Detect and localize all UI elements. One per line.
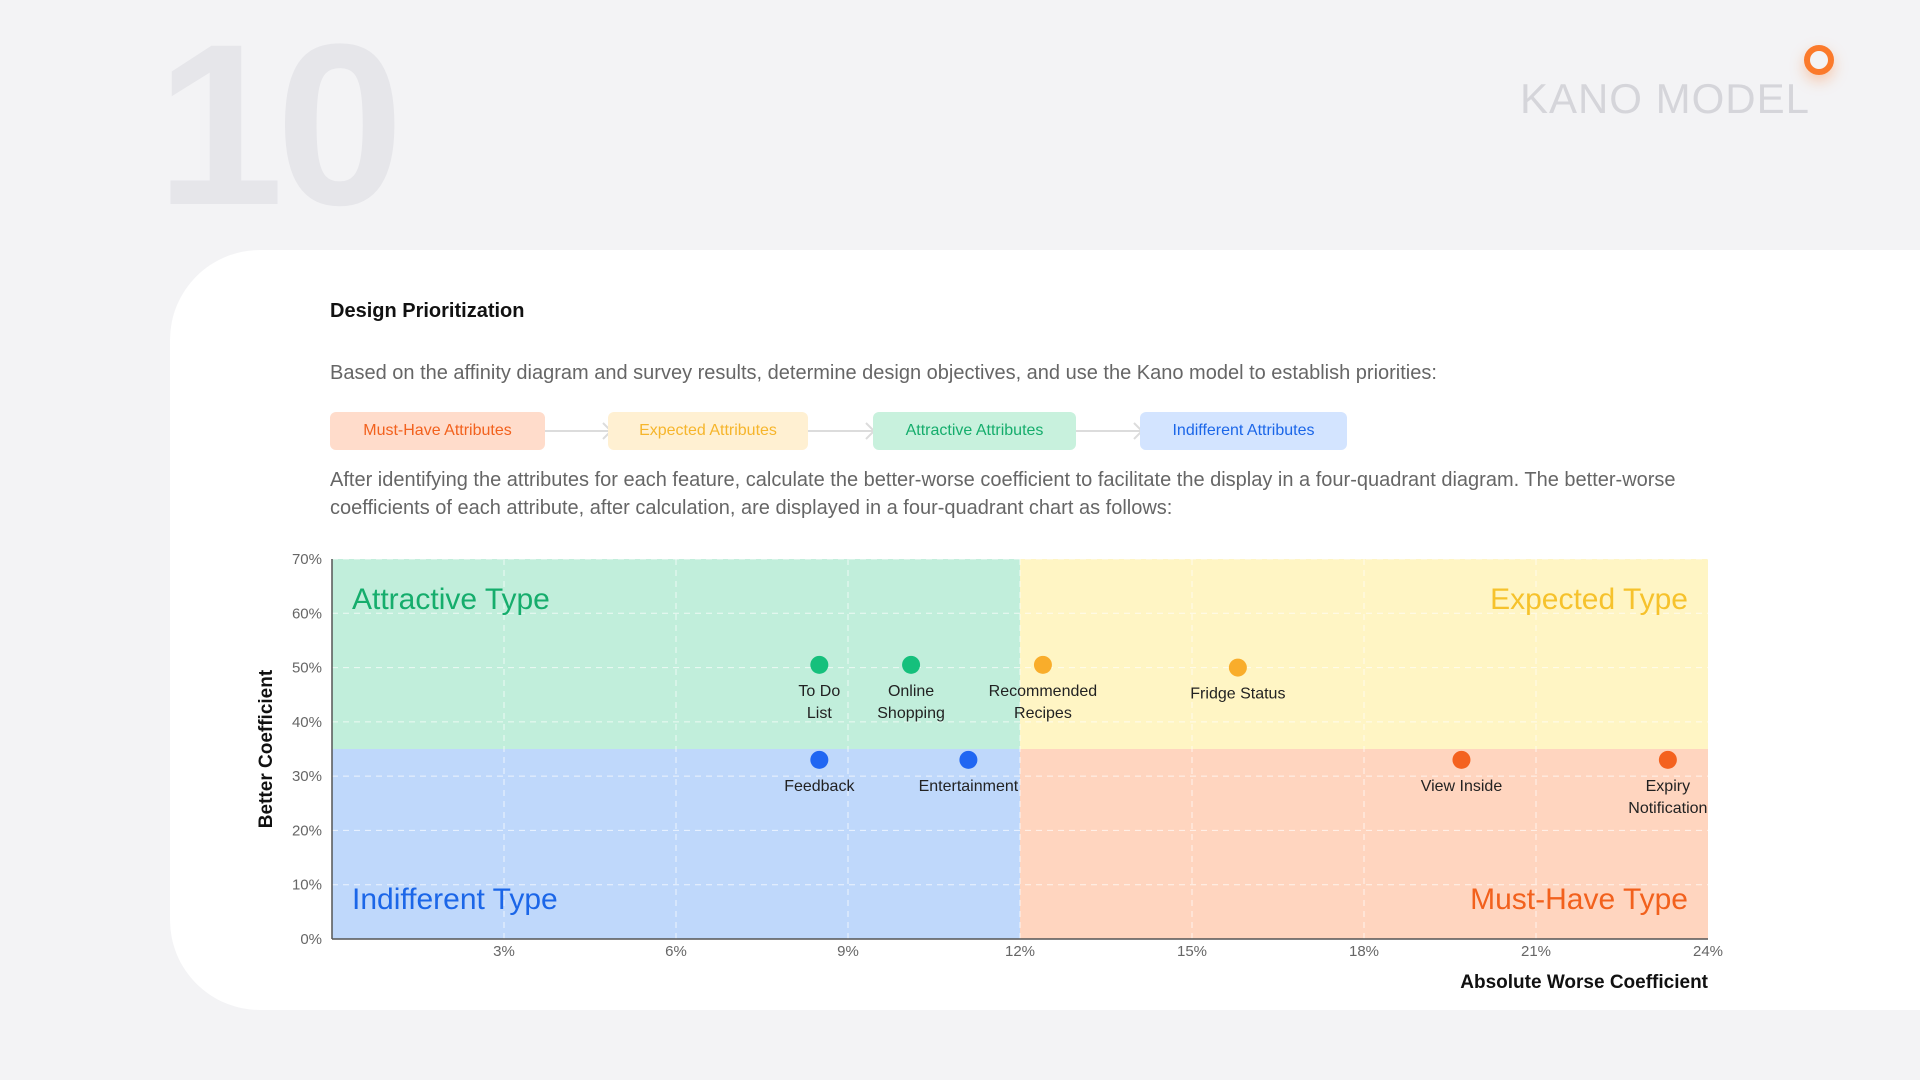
x-tick-label: 9% <box>837 943 859 960</box>
data-point <box>810 655 829 674</box>
y-tick-label: 0% <box>300 931 322 948</box>
quadrant-label: Indifferent Type <box>352 883 558 916</box>
y-tick-label: 60% <box>292 605 322 622</box>
data-point <box>1228 658 1247 677</box>
data-point <box>810 750 829 769</box>
flow-pill-expected: Expected Attributes <box>608 412 808 450</box>
explanation-text: After identifying the attributes for eac… <box>330 469 1676 519</box>
data-point-label: To Do List <box>798 683 840 722</box>
data-point-label: View Inside <box>1421 778 1503 795</box>
flow-pill-indifferent: Indifferent Attributes <box>1140 412 1347 450</box>
page-number: 10 <box>156 0 404 253</box>
y-tick-label: 10% <box>292 877 322 894</box>
y-axis-title: Better Coefficient <box>256 669 277 828</box>
flow-pill-attractive: Attractive Attributes <box>873 412 1076 450</box>
data-point-label: Fridge Status <box>1190 686 1285 703</box>
data-point-label: Expiry Notification <box>1628 778 1707 817</box>
flow-pill-must-have: Must-Have Attributes <box>330 412 545 450</box>
quadrant-label: Must-Have Type <box>1470 883 1688 916</box>
data-point <box>1658 750 1677 769</box>
x-tick-label: 6% <box>665 943 687 960</box>
y-tick-label: 40% <box>292 714 322 731</box>
attribute-flow: Must-Have Attributes Expected Attributes… <box>330 412 1430 450</box>
ring-icon <box>1804 45 1834 75</box>
intro-text: Based on the affinity diagram and survey… <box>330 362 1437 384</box>
x-tick-label: 12% <box>1005 943 1035 960</box>
x-tick-label: 15% <box>1177 943 1207 960</box>
quadrant-label: Expected Type <box>1490 583 1688 616</box>
y-tick-label: 70% <box>292 551 322 568</box>
y-tick-label: 30% <box>292 768 322 785</box>
data-point <box>902 655 921 674</box>
data-point <box>1033 655 1052 674</box>
data-point-label: Entertainment <box>919 778 1019 795</box>
data-point <box>1452 750 1471 769</box>
data-point <box>959 750 978 769</box>
section-title: KANO MODEL <box>1519 75 1810 122</box>
data-point-label: Feedback <box>784 778 855 795</box>
x-axis-title: Absolute Worse Coefficient <box>1460 972 1708 993</box>
x-tick-label: 24% <box>1693 943 1723 960</box>
y-tick-label: 20% <box>292 822 322 839</box>
x-tick-label: 3% <box>493 943 515 960</box>
x-tick-label: 18% <box>1349 943 1379 960</box>
quadrant-label: Attractive Type <box>352 583 550 616</box>
x-tick-label: 21% <box>1521 943 1551 960</box>
data-point-label: Recommended Recipes <box>989 683 1098 722</box>
page-heading: Design Prioritization <box>330 300 525 322</box>
data-point-label: Online Shopping <box>877 683 945 722</box>
y-tick-label: 50% <box>292 660 322 677</box>
